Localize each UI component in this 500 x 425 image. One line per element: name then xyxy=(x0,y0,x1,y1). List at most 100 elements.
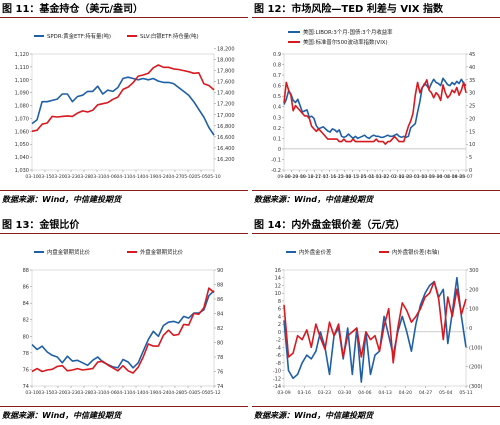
legend-label: 内盘金银期货比价 xyxy=(47,248,91,256)
x-axis-tick-label: 02-20 xyxy=(399,174,412,180)
x-axis-tick-label: 04-14 xyxy=(129,174,142,180)
right-axis-tick-label: 100 xyxy=(469,307,479,313)
x-axis-tick-label: 03-09 xyxy=(277,390,290,396)
x-axis-tick-label: 03-31 xyxy=(90,390,103,396)
x-axis-tick-label: 05-03 xyxy=(181,390,194,396)
x-axis-tick-label: 03-20 xyxy=(51,390,64,396)
right-axis-tick-label: (100) xyxy=(469,345,482,351)
source-text: 数据来源：Wind，中信建投期货 xyxy=(2,411,121,420)
left-axis-tick-label: -6 xyxy=(276,353,281,359)
left-axis-tick-label: -14 xyxy=(273,384,281,390)
x-axis-tick-label: 04-11 xyxy=(116,174,129,180)
right-axis-tick-label: 82 xyxy=(217,326,223,332)
source-text: 数据来源：Wind，中信建投期货 xyxy=(254,195,373,204)
x-axis-tick-label: 03-28 xyxy=(77,390,90,396)
right-axis-tick-label: (200) xyxy=(469,365,482,371)
right-axis-tick-label: (300) xyxy=(469,384,482,390)
left-axis-tick-label: 88 xyxy=(23,268,29,274)
series-line-1 xyxy=(283,276,467,383)
legend-label: SLV:白银ETF:持仓量(吨) xyxy=(140,32,199,40)
right-axis-tick-label: 86 xyxy=(217,297,223,303)
right-axis-tick-label: 17,800 xyxy=(217,69,235,75)
left-axis-tick-label: -8 xyxy=(276,361,281,367)
right-axis-tick-label: 5 xyxy=(469,155,472,161)
x-axis-tick-label: 03-31 xyxy=(90,174,103,180)
x-axis-tick-label: 05-04 xyxy=(439,390,452,396)
panel-title: 图 12：市场风险—TED 利差与 VIX 指数 xyxy=(254,4,443,15)
right-axis-tick-label: 76 xyxy=(217,370,223,376)
series-line-2 xyxy=(31,287,215,374)
x-axis-tick-label: 04-13 xyxy=(378,390,391,396)
left-axis-tick-label: 82 xyxy=(23,318,29,324)
x-axis-tick-label: 05-12 xyxy=(207,390,220,396)
x-axis-tick-label: 12-06 xyxy=(338,174,351,180)
right-axis-tick-label: 74 xyxy=(217,384,223,390)
left-axis-tick-label: -4 xyxy=(276,345,281,351)
left-axis-tick-label: -0.2 xyxy=(271,168,281,174)
left-axis-tick-label: 1,070 xyxy=(15,116,29,122)
x-axis-tick-label: 04-20 xyxy=(399,390,412,396)
x-axis-tick-label: 03-15 xyxy=(38,390,51,396)
left-axis-tick-label: 1,050 xyxy=(15,142,29,148)
left-axis-tick-label: 4 xyxy=(278,314,281,320)
right-axis-tick-label: 18,200 xyxy=(217,46,235,52)
panel-fund-holdings: 图 11：基金持仓（美元/盎司） 1,030 1,040 1,050 1,060 1,0… xyxy=(0,0,248,212)
x-axis-tick-label: 04-14 xyxy=(129,390,142,396)
x-axis-tick-label: 04-08 xyxy=(437,174,450,180)
left-axis-tick-label: 1,080 xyxy=(15,104,29,110)
left-axis-tick-label: 0.5 xyxy=(273,94,281,100)
title-rule xyxy=(252,17,500,18)
x-axis-tick-label: 12-25 xyxy=(353,174,366,180)
source-text: 数据来源：Wind，中信建投期货 xyxy=(254,411,373,420)
source-rule xyxy=(0,190,248,191)
right-axis-tick-label: 84 xyxy=(217,312,223,318)
right-axis-tick-label: 17,400 xyxy=(217,91,235,97)
source-rule xyxy=(252,406,500,407)
x-axis-tick-label: 05-05 xyxy=(194,174,207,180)
left-axis-tick-label: 6 xyxy=(278,307,281,313)
right-axis-tick-label: 30 xyxy=(469,91,475,97)
x-axis-tick-label: 04-06 xyxy=(103,174,116,180)
title-rule xyxy=(0,233,248,234)
right-axis-tick-label: 80 xyxy=(217,341,223,347)
x-axis-tick-label: 11-16 xyxy=(323,174,336,180)
left-axis-tick-label: 1,100 xyxy=(15,78,29,84)
right-axis-tick-label: 16,400 xyxy=(217,146,235,152)
x-axis-tick-label: 03-19 xyxy=(421,174,434,180)
right-axis-tick-label: 16,200 xyxy=(217,157,235,163)
x-axis-tick-label: 03-30 xyxy=(338,390,351,396)
x-axis-tick-label: 11-07 xyxy=(315,174,328,180)
x-axis-tick-label: 04-06 xyxy=(358,390,371,396)
chart-ted-vix: -0.2 -0.1 0 0.1 0.2 0.3 0.4 0.5 0.6 0.7 0.8 0.9 0 5 10… xyxy=(271,28,475,180)
left-axis-tick-label: 0 xyxy=(278,147,281,153)
left-axis-tick-label: 0.6 xyxy=(273,84,281,90)
plot-frame xyxy=(283,269,467,387)
left-axis-tick-label: 0.3 xyxy=(273,115,281,121)
left-axis-tick-label: 0.4 xyxy=(273,105,281,111)
series-line-2 xyxy=(31,64,215,133)
right-axis-tick-label: 16,600 xyxy=(217,135,235,141)
x-axis-tick-label: 03-23 xyxy=(318,390,331,396)
right-axis-tick-label: 35 xyxy=(469,78,475,84)
source-rule xyxy=(252,190,500,191)
left-axis-tick-label: 2 xyxy=(278,322,281,328)
right-axis-tick-label: 20 xyxy=(469,116,475,122)
right-axis-tick-label: 15 xyxy=(469,129,475,135)
left-axis-tick-label: 1,120 xyxy=(15,52,29,58)
left-axis-tick-label: 0.8 xyxy=(273,63,281,69)
x-axis-tick-label: 10-09 xyxy=(292,174,305,180)
title-rule xyxy=(0,17,248,18)
x-axis-tick-label: 05-05 xyxy=(194,390,207,396)
left-axis-tick-label: 1,060 xyxy=(15,129,29,135)
left-axis-tick-label: 1,040 xyxy=(15,155,29,161)
legend-label: SPDR:黄金ETF:持有量(吨) xyxy=(47,32,111,40)
x-axis-tick-label: 03-01 xyxy=(406,174,419,180)
x-axis-tick-label: 09-20 xyxy=(277,174,290,180)
x-axis-tick-label: 10-18 xyxy=(300,174,313,180)
right-axis-tick-label: 10 xyxy=(469,142,475,148)
x-axis-tick-label: 09-29 xyxy=(285,174,298,180)
panel-price-spread: 图 14：内外盘金银价差（元/克） -14 -12 -10 -8 -6 -4 -2 0 2 4 6 8… xyxy=(252,216,500,425)
x-axis-tick-label: 04-24 xyxy=(155,174,168,180)
x-axis-tick-label: 05-11 xyxy=(459,390,472,396)
